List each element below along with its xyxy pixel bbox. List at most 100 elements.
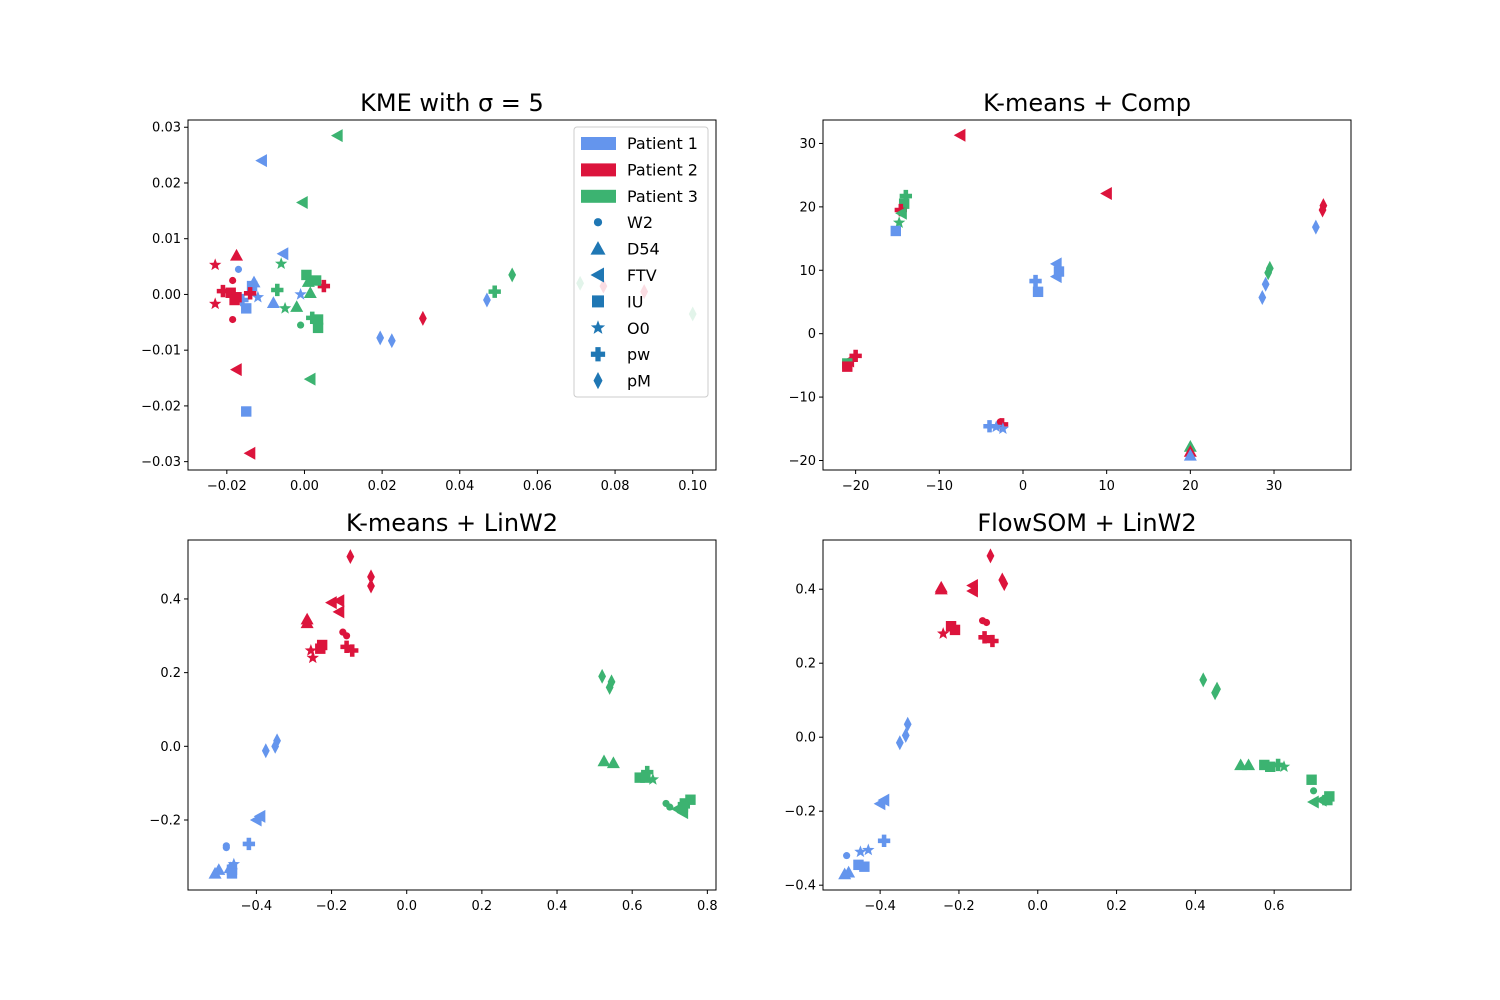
legend-circle-icon (593, 218, 603, 227)
legend-triangle-left-icon (590, 267, 604, 283)
data-point-square (1306, 774, 1317, 785)
x-tick-label: −20 (842, 479, 869, 494)
data-point-star (294, 287, 307, 300)
chart-title: K-means + LinW2 (346, 509, 558, 537)
y-tick-label: −0.2 (149, 814, 181, 829)
y-tick-label: 0.00 (152, 288, 181, 303)
data-point-star (208, 258, 222, 271)
data-point-star (304, 644, 318, 656)
data-point-square (301, 269, 312, 281)
legend-label: pw (627, 345, 650, 364)
data-point-plus (242, 837, 256, 851)
data-point-triangle-left (1100, 187, 1112, 201)
data-point-triangle-left (243, 446, 256, 460)
data-point-square (677, 801, 689, 813)
data-point-thin-diamond (605, 679, 614, 695)
y-tick-label: −10 (789, 391, 816, 406)
data-point-square (890, 225, 901, 237)
x-tick-label: 20 (1182, 479, 1199, 494)
data-point-star (251, 290, 265, 303)
y-tick-label: 0.2 (160, 666, 181, 681)
data-point-plus (243, 287, 257, 300)
y-tick-label: −0.02 (141, 399, 181, 414)
chart-title: FlowSOM + LinW2 (977, 509, 1196, 537)
data-point-triangle-left (332, 605, 345, 619)
data-point-plus (995, 418, 1009, 431)
x-tick-label: 0.2 (1106, 899, 1127, 914)
data-points (838, 548, 1335, 880)
data-point-star (1277, 760, 1291, 773)
plot-frame (822, 539, 1352, 891)
y-tick-label: 10 (799, 264, 816, 279)
data-point-square (1265, 761, 1276, 772)
data-point-thin-diamond (367, 578, 375, 594)
data-point-triangle-left (330, 129, 343, 143)
data-point-thin-diamond (367, 569, 375, 585)
data-point-thin-diamond (508, 267, 517, 283)
data-point-thin-diamond (895, 735, 904, 751)
data-point-square (859, 861, 870, 872)
data-point-triangle-up (290, 300, 304, 312)
data-point-triangle-left (325, 596, 337, 610)
data-point-circle (229, 315, 237, 324)
data-point-triangle-up (597, 754, 611, 767)
data-point-thin-diamond (261, 743, 270, 759)
data-point-star (646, 772, 660, 785)
data-point-star (278, 301, 292, 314)
data-point-triangle-left (296, 195, 308, 209)
data-point-plus (488, 285, 501, 298)
legend-thin-diamond-icon (593, 371, 603, 390)
y-tick-label: 30 (799, 137, 816, 152)
data-point-thin-diamond (1213, 681, 1221, 697)
x-tick-label: 0.6 (1264, 899, 1285, 914)
legend-label: Patient 2 (627, 160, 698, 179)
x-tick-label: −0.4 (241, 899, 273, 914)
data-point-circle (982, 618, 991, 627)
data-point-square (1259, 759, 1270, 771)
legend-swatch (581, 137, 616, 150)
x-tick-label: −0.02 (207, 479, 247, 494)
x-tick-label: −0.2 (943, 899, 975, 914)
data-point-square (241, 406, 252, 417)
legend-swatch (581, 189, 616, 203)
data-point-plus (271, 283, 284, 297)
data-point-plus (317, 279, 331, 293)
data-point-plus (894, 203, 907, 217)
subplot-kmeans-linw2: K-means + LinW2 −0.4 −0.2 0.0 0.2 0.4 0.6 0.8 −… (149, 509, 717, 914)
data-point-thin-diamond (998, 572, 1007, 588)
data-point-square (1053, 266, 1065, 277)
subplot-flowsom-linw2: FlowSOM + LinW2 −0.4 −0.2 0.0 0.2 0.4 0.6 −0.4… (784, 509, 1352, 914)
y-tick-label: 0.03 (152, 121, 181, 136)
x-tick-label: 0.04 (445, 479, 474, 494)
data-point-triangle-left (895, 206, 907, 220)
data-point-star (227, 857, 241, 870)
y-tick-label: 0.0 (795, 731, 816, 746)
y-tick-label: −0.01 (141, 344, 181, 359)
data-point-square (898, 198, 910, 209)
data-point-star (937, 627, 950, 639)
data-point-triangle-left (230, 363, 242, 377)
data-point-triangle-up (208, 866, 222, 879)
legend-label: Patient 1 (627, 134, 698, 153)
data-point-triangle-left (332, 594, 345, 608)
data-point-triangle-up (230, 248, 244, 261)
data-point-triangle-up (301, 275, 315, 287)
x-tick-label: 0.6 (622, 899, 643, 914)
data-point-triangle-left (255, 154, 267, 168)
x-tick-label: 0.4 (547, 899, 568, 914)
data-point-square (312, 314, 324, 325)
plot-frame (187, 119, 717, 471)
data-point-thin-diamond (1264, 265, 1273, 281)
data-point-square (312, 322, 324, 334)
data-point-plus (978, 631, 991, 644)
data-point-star (208, 297, 222, 310)
x-tick-label: 0.10 (678, 479, 707, 494)
legend-triangle-up-icon (590, 241, 606, 255)
data-point-square (229, 294, 240, 306)
legend-label: pM (627, 372, 651, 391)
data-point-plus (986, 634, 999, 648)
data-point-plus (346, 644, 359, 657)
data-point-thin-diamond (986, 548, 995, 564)
data-point-triangle-up (1183, 448, 1197, 461)
data-point-thin-diamond (1261, 276, 1270, 292)
